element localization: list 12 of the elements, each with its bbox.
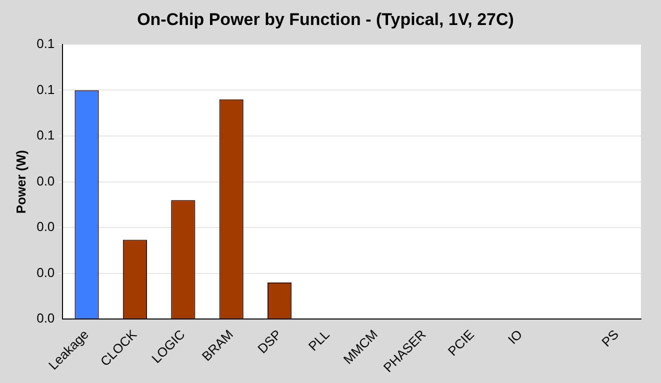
- y-tick-label: 0.0: [36, 219, 55, 234]
- y-tick-label: 0.0: [36, 310, 55, 326]
- y-tick-label: 0.1: [36, 82, 55, 97]
- chart-title: On-Chip Power by Function - (Typical, 1V, 27C): [137, 10, 514, 29]
- x-tick-label: IO: [504, 326, 526, 348]
- y-axis-title: Power (W): [13, 150, 28, 214]
- x-tick-label: PLL: [305, 326, 332, 354]
- y-tick-label: 0.0: [36, 173, 55, 188]
- y-tick-label: 0.1: [36, 128, 55, 143]
- y-tick-label: 0.1: [36, 36, 55, 51]
- x-tick-label: PS: [598, 326, 622, 350]
- y-tick-label: 0.0: [36, 264, 55, 280]
